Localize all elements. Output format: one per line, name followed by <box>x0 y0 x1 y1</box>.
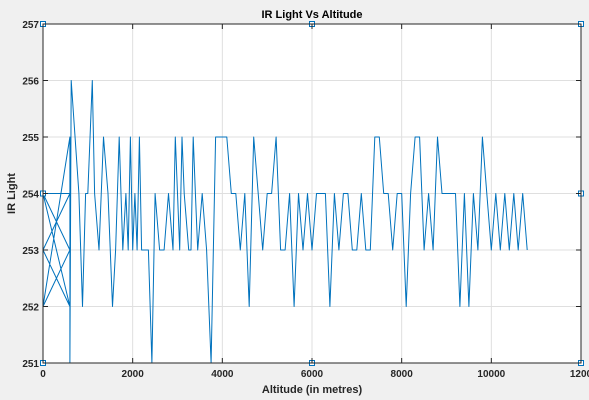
x-tick-label: 0 <box>40 369 46 380</box>
x-axis-label: Altitude (in metres) <box>262 384 363 396</box>
y-axis-label: IR Light <box>6 173 18 214</box>
y-tick-label: 254 <box>22 190 39 201</box>
y-tick-label: 253 <box>22 246 39 257</box>
x-tick-label: 1200 <box>570 369 589 380</box>
y-tick-label: 257 <box>22 20 39 31</box>
y-tick-label: 256 <box>22 77 39 88</box>
ticks: 0 2000 4000 6000 8000 10000 1200 251 252 253 254 25… <box>22 20 589 380</box>
x-tick-label: 4000 <box>211 369 234 380</box>
chart-title: IR Light Vs Altitude <box>261 9 362 21</box>
x-tick-label: 6000 <box>301 369 324 380</box>
x-tick-label: 10000 <box>477 369 505 380</box>
x-tick-label: 2000 <box>122 369 145 380</box>
y-tick-label: 252 <box>22 303 39 314</box>
y-tick-label: 255 <box>22 133 39 144</box>
y-tick-label: 251 <box>22 359 39 370</box>
x-tick-label: 8000 <box>391 369 414 380</box>
series-layer <box>42 80 528 364</box>
data-line <box>42 80 528 364</box>
